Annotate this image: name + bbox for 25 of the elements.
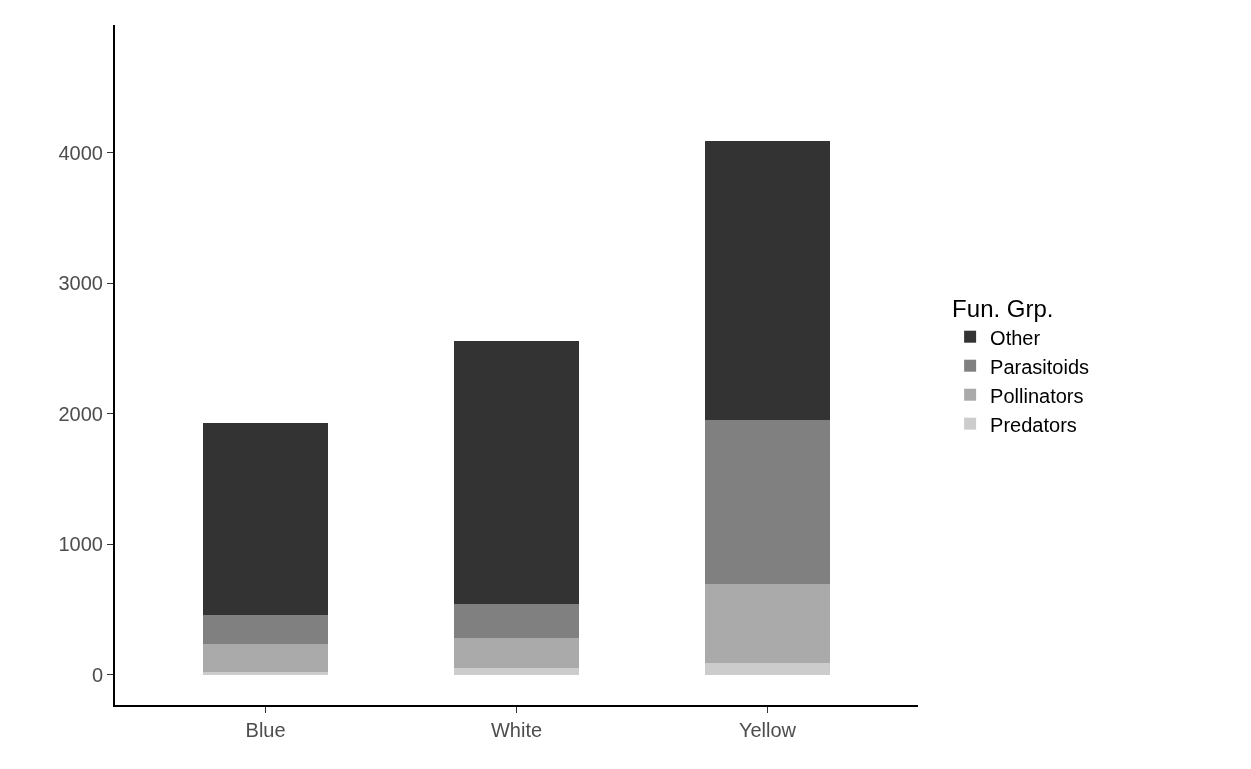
legend-label: Other <box>990 326 1041 349</box>
bar <box>202 614 329 645</box>
legend-label: Parasitoids <box>990 355 1090 378</box>
bar <box>704 419 831 584</box>
y-tick-label: 4000 <box>58 141 103 164</box>
x-tick-label: Blue <box>245 719 286 741</box>
bar <box>202 672 329 675</box>
bar <box>453 638 580 668</box>
bar <box>453 603 580 639</box>
bar <box>453 667 580 675</box>
bar <box>453 340 580 604</box>
y-tick-label: 1000 <box>58 533 103 556</box>
y-tick-label: 3000 <box>58 272 103 295</box>
y-tick-label: 0 <box>91 663 103 686</box>
x-tick-label: Yellow <box>738 719 797 741</box>
bar <box>202 644 329 673</box>
bar <box>202 422 329 615</box>
bar <box>704 140 831 420</box>
legend-label: Pollinators <box>990 384 1084 407</box>
bar <box>704 662 831 675</box>
legend-title: Fun. Grp. <box>952 295 1054 323</box>
x-tick-label: White <box>490 719 543 741</box>
legend-label: Predators <box>990 413 1077 436</box>
bar <box>704 583 831 663</box>
y-tick-label: 2000 <box>58 402 103 425</box>
